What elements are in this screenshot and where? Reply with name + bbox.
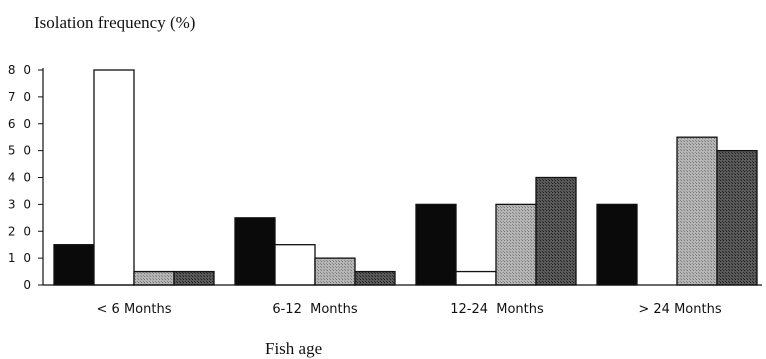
bar xyxy=(415,203,457,286)
bar xyxy=(133,270,175,286)
bar xyxy=(535,176,577,286)
bar xyxy=(354,270,396,286)
x-category-label: < 6 Months xyxy=(97,302,172,317)
bars xyxy=(53,69,758,286)
bar xyxy=(274,244,316,286)
x-category-label: 12-24 Months xyxy=(450,302,544,317)
y-tick-label: 6 0 xyxy=(8,117,33,131)
y-tick-label: 1 0 xyxy=(8,251,33,265)
bar xyxy=(495,203,537,286)
bar xyxy=(314,257,356,286)
bar xyxy=(676,136,718,286)
bar xyxy=(455,270,497,286)
bar xyxy=(596,203,638,286)
bar xyxy=(93,69,135,286)
x-category-label: 6-12 Months xyxy=(272,302,358,317)
y-tick-label: 2 0 xyxy=(8,224,33,238)
category-labels: < 6 Months 6-12 Months 12-24 Months > 24 Mo… xyxy=(97,302,722,317)
y-axis-title: Isolation frequency (%) xyxy=(34,13,195,32)
x-category-label: > 24 Months xyxy=(638,302,721,317)
x-axis-title: Fish age xyxy=(265,339,322,358)
y-tick-label: 4 0 xyxy=(8,171,33,185)
y-tick-label: 5 0 xyxy=(8,144,33,158)
bar xyxy=(716,149,758,286)
bar xyxy=(173,270,215,286)
bar xyxy=(234,217,276,286)
y-tick-label: 7 0 xyxy=(8,90,33,104)
y-tick-label: 3 0 xyxy=(8,197,33,211)
y-tick-label: 0 xyxy=(23,278,33,292)
y-tick-label: 8 0 xyxy=(8,63,33,77)
bar xyxy=(53,244,95,286)
y-ticks: 0 1 0 2 0 3 0 4 0 5 0 6 0 7 0 8 0 xyxy=(8,63,43,292)
